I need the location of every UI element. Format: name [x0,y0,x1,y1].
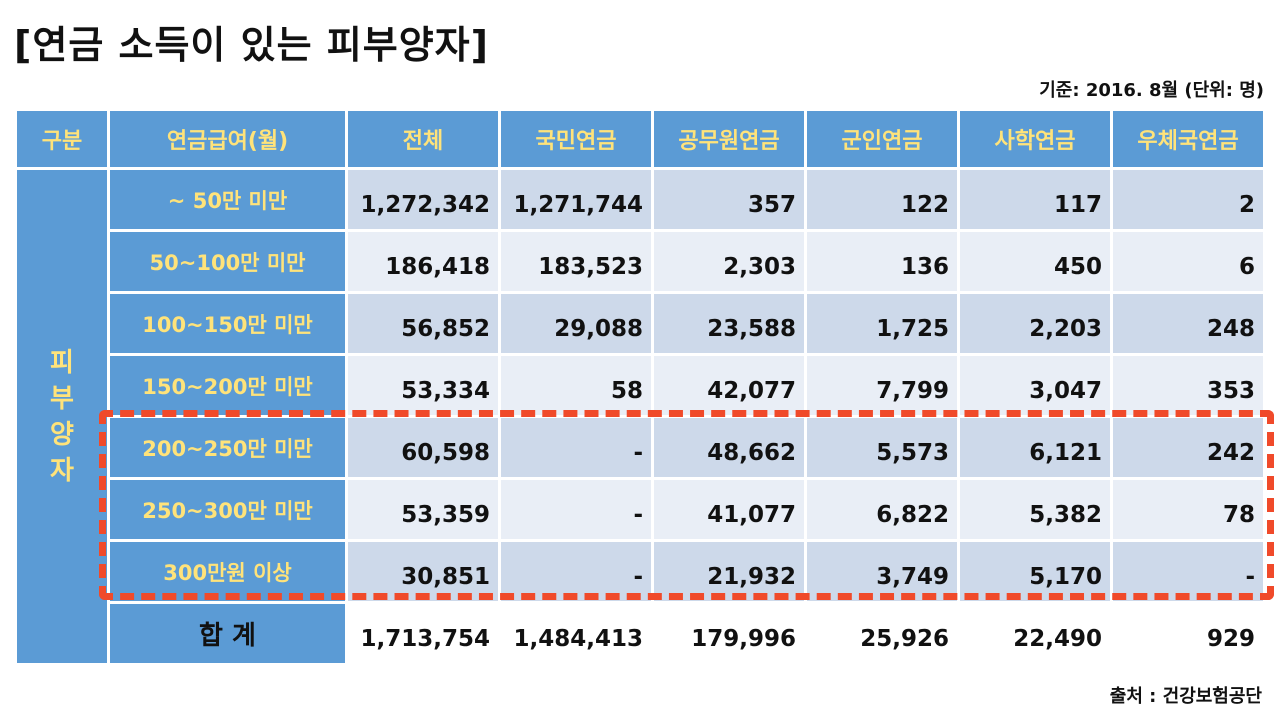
row-label: 200~250만 미만 [110,418,345,477]
basis-note: 기준: 2016. 8월 (단위: 명) [1039,80,1264,101]
sum-national: 1,484,413 [501,604,651,663]
table-row: 300만원 이상 30,851 - 21,932 3,749 5,170 - [17,542,1263,601]
cell-civil-servant: 48,662 [654,418,804,477]
cell-military: 136 [807,232,957,291]
cell-military: 1,725 [807,294,957,353]
cell-national: - [501,418,651,477]
header-civil-servant: 공무원연금 [654,111,804,167]
cell-national: 183,523 [501,232,651,291]
cell-national: 58 [501,356,651,415]
sum-row: 합 계 1,713,754 1,484,413 179,996 25,926 2… [17,604,1263,663]
cell-national: - [501,542,651,601]
table-row: 250~300만 미만 53,359 - 41,077 6,822 5,382 … [17,480,1263,539]
cell-national: - [501,480,651,539]
cell-military: 3,749 [807,542,957,601]
sum-military: 25,926 [807,604,957,663]
cell-total: 60,598 [348,418,498,477]
row-label: 100~150만 미만 [110,294,345,353]
cell-civil-servant: 23,588 [654,294,804,353]
cell-private-school: 450 [960,232,1110,291]
cell-private-school: 5,170 [960,542,1110,601]
cell-civil-servant: 2,303 [654,232,804,291]
table-row: 50~100만 미만 186,418 183,523 2,303 136 450… [17,232,1263,291]
sum-label: 합 계 [110,604,345,663]
cell-postal: 6 [1113,232,1263,291]
sum-postal: 929 [1113,604,1263,663]
header-postal: 우체국연금 [1113,111,1263,167]
cell-military: 122 [807,170,957,229]
cell-civil-servant: 41,077 [654,480,804,539]
cell-postal: 242 [1113,418,1263,477]
cell-private-school: 3,047 [960,356,1110,415]
cell-total: 1,272,342 [348,170,498,229]
cell-postal: 248 [1113,294,1263,353]
header-total: 전체 [348,111,498,167]
sum-private-school: 22,490 [960,604,1110,663]
row-label: 150~200만 미만 [110,356,345,415]
table-row: 150~200만 미만 53,334 58 42,077 7,799 3,047… [17,356,1263,415]
cell-private-school: 117 [960,170,1110,229]
cell-national: 29,088 [501,294,651,353]
header-category: 구분 [17,111,107,167]
cell-military: 6,822 [807,480,957,539]
cell-total: 56,852 [348,294,498,353]
header-national: 국민연금 [501,111,651,167]
cell-civil-servant: 42,077 [654,356,804,415]
sum-civil-servant: 179,996 [654,604,804,663]
table-row: 100~150만 미만 56,852 29,088 23,588 1,725 2… [17,294,1263,353]
cell-total: 30,851 [348,542,498,601]
header-pension-amount: 연금급여(월) [110,111,345,167]
sum-total: 1,713,754 [348,604,498,663]
cell-total: 186,418 [348,232,498,291]
header-private-school: 사학연금 [960,111,1110,167]
page-title: [연금 소득이 있는 피부양자] [14,23,489,67]
row-label: 50~100만 미만 [110,232,345,291]
cell-total: 53,359 [348,480,498,539]
pension-table: 구분 연금급여(월) 전체 국민연금 공무원연금 군인연금 사학연금 우체국연금… [14,108,1266,666]
table-row: 200~250만 미만 60,598 - 48,662 5,573 6,121 … [17,418,1263,477]
cell-postal: 2 [1113,170,1263,229]
cell-civil-servant: 357 [654,170,804,229]
cell-military: 5,573 [807,418,957,477]
cell-civil-servant: 21,932 [654,542,804,601]
cell-postal: - [1113,542,1263,601]
header-row: 구분 연금급여(월) 전체 국민연금 공무원연금 군인연금 사학연금 우체국연금 [17,111,1263,167]
row-label: ~ 50만 미만 [110,170,345,229]
cell-postal: 78 [1113,480,1263,539]
cell-total: 53,334 [348,356,498,415]
cell-private-school: 6,121 [960,418,1110,477]
cell-private-school: 5,382 [960,480,1110,539]
cell-national: 1,271,744 [501,170,651,229]
row-label: 300만원 이상 [110,542,345,601]
source-note: 출처 : 건강보험공단 [1109,686,1262,707]
cell-private-school: 2,203 [960,294,1110,353]
cell-military: 7,799 [807,356,957,415]
header-military: 군인연금 [807,111,957,167]
cell-postal: 353 [1113,356,1263,415]
row-label: 250~300만 미만 [110,480,345,539]
